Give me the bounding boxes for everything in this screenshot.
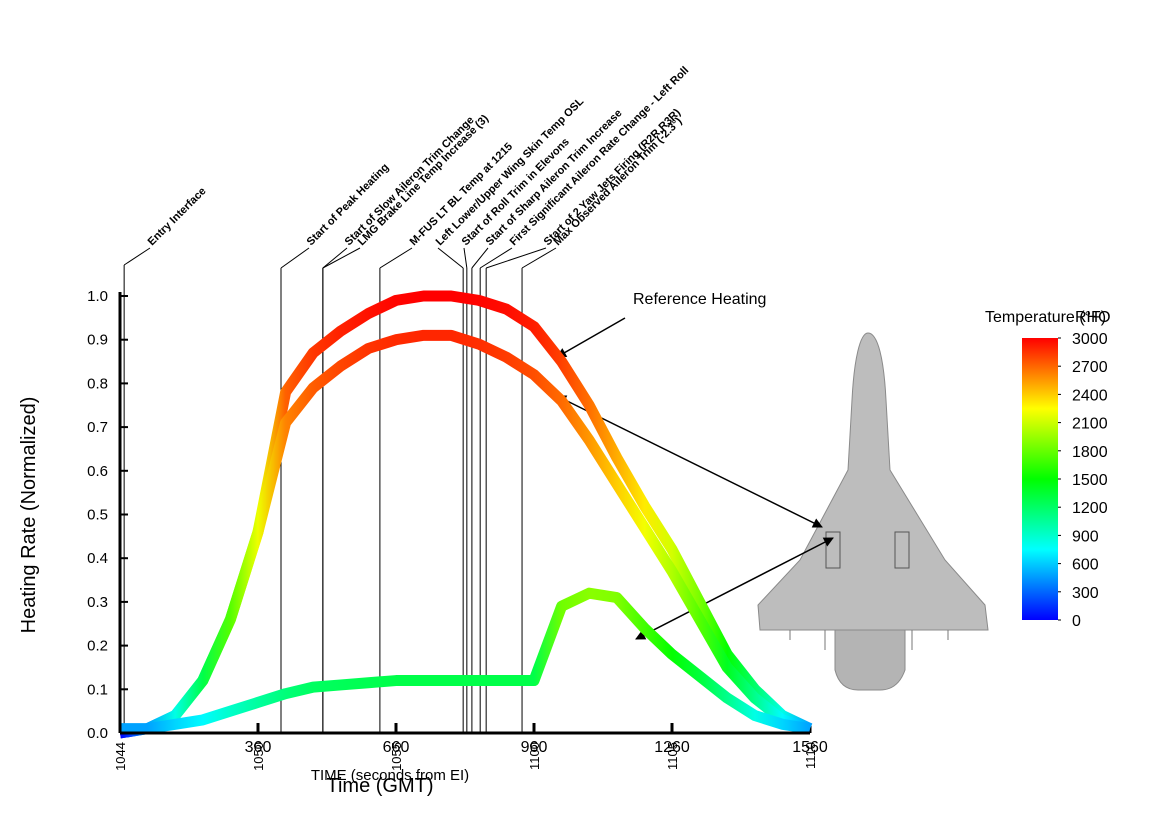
colorbar-tick-label: 2400	[1072, 387, 1108, 404]
x2-axis-title: Time (GMT)	[326, 775, 433, 797]
event-leader	[280, 247, 310, 269]
series-line	[119, 329, 812, 739]
colorbar-overlay-label: RHO	[1075, 309, 1111, 326]
x2-tick-label: 1044	[113, 742, 128, 771]
event-leader	[437, 247, 464, 269]
y-tick-label: 0.7	[87, 419, 108, 436]
colorbar-tick-label: 2100	[1072, 416, 1108, 433]
colorbar	[1022, 338, 1058, 620]
event-leader	[463, 247, 468, 269]
x-tick-label: 1260	[654, 739, 690, 756]
y-tick-label: 0.5	[87, 507, 108, 524]
colorbar-tick-label: 900	[1072, 528, 1099, 545]
colorbar-title: Temperature (°F)	[985, 309, 1106, 326]
y-axis-title: Heating Rate (Normalized)	[18, 397, 40, 634]
y-tick-label: 0.1	[87, 681, 108, 698]
arrow	[556, 317, 626, 358]
colorbar-tick-label: 0	[1072, 613, 1081, 630]
event-leader	[521, 247, 557, 269]
x2-tick-label: 1105	[665, 742, 680, 770]
colorbar-tick-label: 3000	[1072, 331, 1108, 348]
colorbar-tick-label: 600	[1072, 557, 1099, 574]
event-label: Entry Interface	[146, 185, 209, 248]
x2-tick-label: 1050	[251, 742, 266, 771]
arrow	[635, 537, 834, 640]
event-leader	[479, 247, 513, 269]
y-tick-label: 1.0	[87, 288, 108, 305]
x-tick-label: 1560	[792, 739, 828, 756]
event-leader	[322, 247, 361, 269]
x2-tick-label: 1110	[803, 742, 818, 769]
x2-tick-label: 1100	[527, 742, 542, 770]
event-label: First Significant Aileron Rate Change - …	[508, 64, 692, 248]
x-tick-label: 960	[521, 739, 548, 756]
y-tick-label: 0.2	[87, 638, 108, 655]
y-tick-label: 0.4	[87, 550, 108, 567]
x-tick-label: 360	[245, 739, 272, 756]
annotation: Reference Heating	[633, 291, 766, 308]
x2-tick-label: 1055	[389, 742, 404, 771]
series-line	[119, 290, 813, 739]
colorbar-tick-label: 1800	[1072, 444, 1108, 461]
event-leader	[322, 247, 348, 269]
colorbar-tick-label: 2700	[1072, 359, 1108, 376]
series-line	[120, 587, 811, 735]
colorbar-tick-label: 300	[1072, 585, 1099, 602]
event-leader	[379, 247, 413, 269]
y-tick-label: 0.9	[87, 332, 108, 349]
y-tick-label: 0.0	[87, 725, 108, 742]
y-tick-label: 0.3	[87, 594, 108, 611]
x-axis-title: TIME (seconds from EI)	[311, 767, 469, 784]
event-leader	[486, 247, 547, 269]
colorbar-tick-label: 1200	[1072, 500, 1108, 517]
x-tick-label: 660	[383, 739, 410, 756]
y-tick-label: 0.6	[87, 463, 108, 480]
event-leader	[471, 247, 489, 269]
shuttle	[757, 332, 989, 691]
event-leader	[123, 247, 151, 266]
colorbar-tick-label: 1500	[1072, 472, 1108, 489]
y-tick-label: 0.8	[87, 375, 108, 392]
